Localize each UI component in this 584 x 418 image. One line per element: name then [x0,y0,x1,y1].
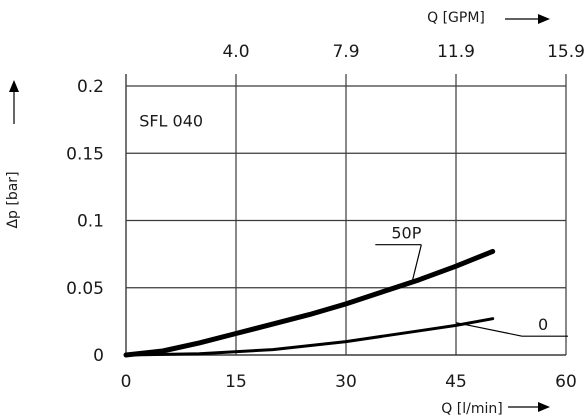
y-tick-label: 0.15 [66,144,104,164]
series: 50P 0 [123,224,568,358]
x-tick-label: 15 [225,372,247,392]
x2-tick-label: 11.9 [437,42,475,62]
x2-tick-label: 4.0 [222,42,249,62]
tick-labels: 0 15 30 45 60 4.0 7.9 11.9 15.9 0 0.05 0.1 0.15 0.2 [66,42,584,392]
y-tick-label: 0 [93,346,104,366]
x2-axis-title: Q [GPM] [427,10,485,26]
series-label: 50P [391,224,421,243]
axis-titles: SFL 040 Q [l/min] Q [GPM] Δp [bar] [5,10,550,417]
series-label: 0 [538,315,548,334]
y-tick-label: 0.2 [77,77,104,97]
x-tick-label: 60 [555,372,577,392]
y-axis-title: Δp [bar] [5,171,21,228]
x-axis-title: Q [l/min] [441,401,502,417]
label-leader [411,244,422,283]
y-tick-label: 0.05 [66,279,104,299]
x-tick-label: 45 [445,372,467,392]
chart-annotation: SFL 040 [139,111,203,130]
x2-tick-label: 15.9 [547,42,584,62]
x-tick-label: 0 [121,372,132,392]
y-tick-label: 0.1 [77,212,104,232]
y-axis-arrow-head [9,80,19,92]
x2-tick-label: 7.9 [332,42,359,62]
label-leader [455,322,523,337]
x2-axis-arrow-head [538,14,550,24]
grid [125,74,567,356]
series-line [124,317,495,357]
series-line [123,248,496,358]
x-tick-label: 30 [335,372,357,392]
x-axis-arrow-head [538,402,550,412]
